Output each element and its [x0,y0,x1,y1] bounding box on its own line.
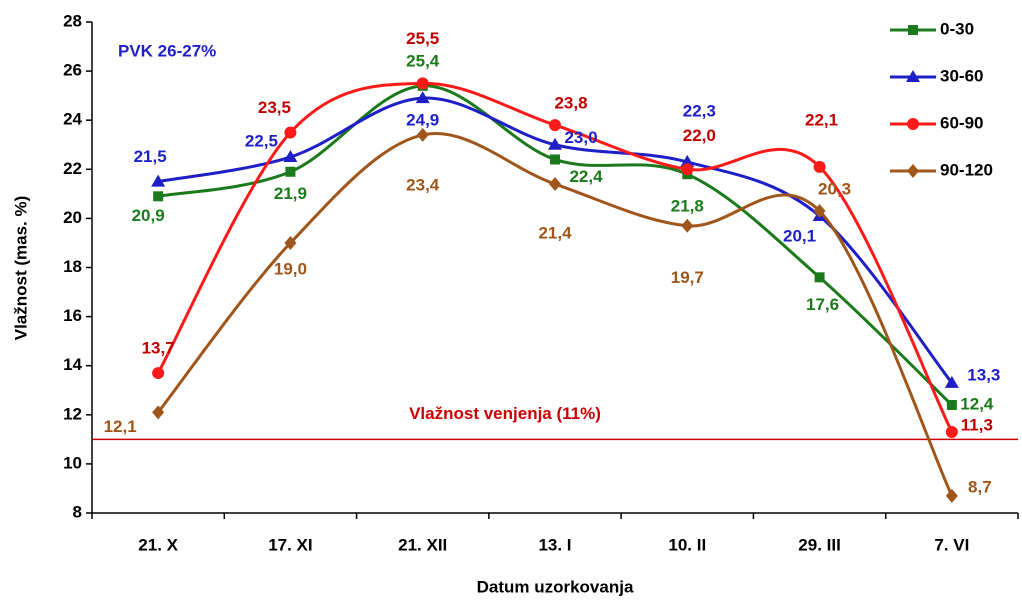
y-tick-label: 20 [63,208,82,227]
data-label: 21,9 [274,184,307,203]
data-label: 12,4 [960,394,994,413]
data-point [548,137,562,150]
legend-label: 60-90 [940,113,983,132]
data-point [549,119,561,132]
data-label: 13,7 [142,339,175,358]
data-label: 22,3 [683,101,716,120]
data-label: 23,5 [258,98,291,117]
legend-label: 0-30 [940,19,974,38]
data-label: 19,0 [274,259,307,278]
data-point [416,77,429,90]
data-label: 25,4 [406,51,440,70]
data-point [944,375,959,388]
data-point [152,405,165,420]
y-tick-label: 16 [63,306,82,325]
data-label: 20,9 [132,206,165,225]
data-point [549,177,561,192]
data-label: 22,1 [805,110,838,129]
legend-label: 90-120 [940,160,993,179]
data-label: 22,0 [683,126,716,145]
data-point [151,174,166,187]
x-tick-label: 13. I [538,535,571,554]
data-label: 23,4 [406,175,440,194]
data-point [283,150,298,163]
y-tick-label: 24 [63,110,82,129]
y-tick-label: 22 [63,159,82,178]
data-label: 19,7 [671,268,704,287]
data-label: 21,4 [538,224,572,243]
x-tick-label: 17. XI [268,535,312,554]
data-label: 21,8 [671,197,704,216]
x-tick-label: 21. XII [398,535,447,554]
data-point [814,272,825,283]
data-point [285,166,296,177]
y-axis-title: Vlažnost (mas. %) [11,196,30,341]
data-label: 23,8 [554,94,587,113]
data-label: 22,5 [245,132,278,151]
data-label: 21,5 [134,147,167,166]
legend-marker [907,118,919,130]
y-tick-label: 14 [63,355,82,374]
y-tick-label: 28 [63,11,82,30]
y-tick-label: 12 [63,404,82,423]
data-point [813,204,826,219]
data-point [680,154,695,167]
data-point [284,235,297,250]
data-point [550,154,560,165]
legend-marker [907,164,919,178]
data-point [813,160,826,173]
data-point [945,425,958,438]
y-tick-label: 26 [63,61,82,80]
data-point [945,488,958,503]
x-tick-label: 29. III [798,535,841,554]
x-tick-label: 7. VI [934,535,969,554]
data-label: 25,5 [406,29,439,48]
legend-label: 30-60 [940,66,983,85]
legend-marker [908,25,918,35]
data-label: 24,9 [406,111,439,130]
data-label: 8,7 [968,477,992,496]
legend-marker [906,70,920,82]
x-tick-label: 10. II [668,535,706,554]
data-label: 17,6 [806,295,839,314]
data-label: 20,1 [783,226,816,245]
x-axis-title: Datum uzorkovanja [477,577,634,596]
y-tick-label: 8 [73,502,82,521]
data-point [415,91,430,104]
x-tick-label: 21. X [138,535,178,554]
data-label: 11,3 [961,415,993,434]
reference-label: Vlažnost venjenja (11%) [409,404,601,423]
data-point [681,218,694,233]
data-point [153,191,164,202]
annotation: PVK 26-27% [118,41,216,60]
y-tick-label: 10 [63,453,82,472]
y-tick-label: 18 [63,257,82,276]
data-point [284,126,297,139]
data-point [152,367,165,380]
data-point [946,399,957,410]
data-label: 22,4 [569,167,603,186]
data-label: 23,0 [564,128,597,147]
data-label: 13,3 [967,365,1000,384]
data-label: 12,1 [104,417,137,436]
data-label: 20,3 [818,180,851,199]
data-point [416,127,429,142]
data-point [681,163,694,176]
